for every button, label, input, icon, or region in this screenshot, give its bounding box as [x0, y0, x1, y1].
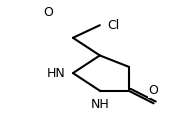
Text: O: O [149, 84, 159, 97]
Text: NH: NH [90, 98, 109, 111]
Text: Cl: Cl [108, 19, 120, 32]
Text: O: O [43, 6, 53, 19]
Text: HN: HN [46, 67, 65, 80]
